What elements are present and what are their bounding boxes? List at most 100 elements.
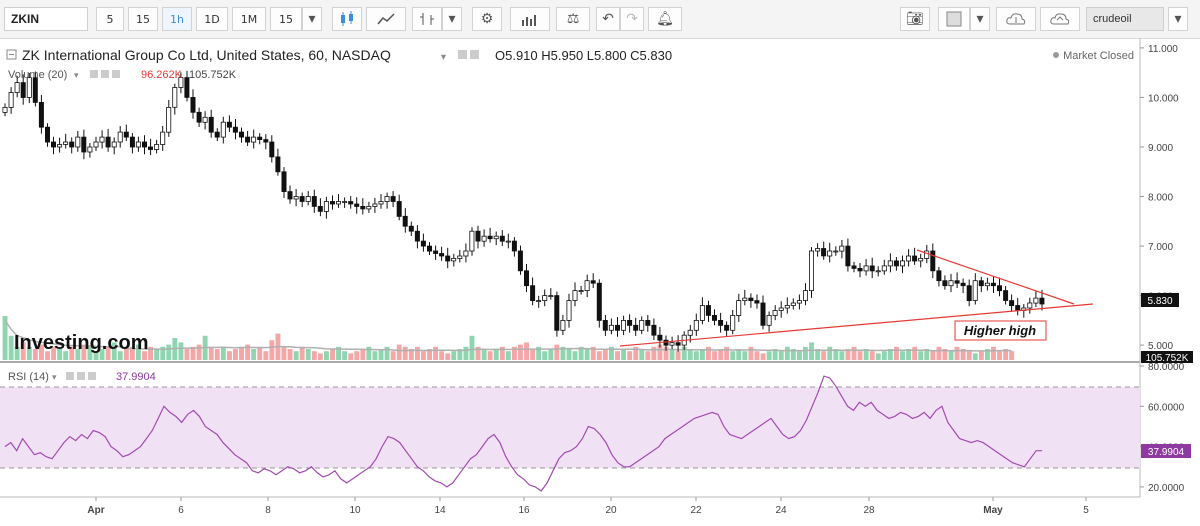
candle-body [833,250,839,253]
cloud-download-icon [1006,13,1026,25]
candle-body [663,339,669,346]
candle-body [1003,290,1009,301]
volume-bar [845,349,851,360]
volume-eye-icon[interactable] [90,70,98,78]
volume-bar [784,346,790,360]
volume-bar [2,316,8,360]
interval-1m-button[interactable]: 1M [232,7,266,31]
volume-bar [348,353,354,360]
candle-body [275,156,281,173]
investing-logo: Investing.com [14,332,148,354]
rsi-close-icon[interactable] [88,372,96,380]
title-chevron-icon[interactable]: ▾ [441,52,446,63]
volume-bar [875,353,881,360]
resistance-trendline[interactable] [916,249,1075,305]
redo-icon: ↷ [626,11,638,27]
indicators-button[interactable] [510,7,550,31]
rsi-eye-icon[interactable] [66,372,74,380]
volume-bar [815,349,821,360]
volume-settings-icon[interactable] [101,70,109,78]
candle-body [724,324,730,331]
color-dropdown-button[interactable]: ▾ [970,7,990,31]
candle-body [584,280,590,292]
candle-body [141,141,147,148]
annotation-box[interactable] [954,320,1047,341]
candle-body [542,295,548,302]
candle-body [45,126,51,143]
chart-svg[interactable]: Higher high 11.000 10.000 9.000 8.000 7.000 6… [0,38,1200,521]
interval-5m-button[interactable]: 5 [96,7,124,31]
volume-bar [675,351,681,360]
volume-label: Volume (20) [8,69,67,81]
support-trendline[interactable] [619,303,1094,347]
candle-body [111,141,117,148]
style-dropdown-button[interactable]: ▾ [442,7,462,31]
volume-bar [584,349,590,360]
bar-style-button[interactable] [412,7,442,31]
volume-bar [378,349,384,360]
volume-bar [924,349,930,360]
symbol-input[interactable]: ZKIN [4,7,88,31]
line-style-button[interactable] [366,7,406,31]
volume-bar [778,351,784,360]
load-layout-button[interactable] [996,7,1036,31]
candle-body [809,250,815,291]
interval-dropdown-button[interactable]: ▾ [302,7,322,31]
compare-button[interactable]: ⚖ [556,7,590,31]
candles-style-button[interactable] [332,7,362,31]
volume-bar [463,346,469,360]
rsi-settings-icon[interactable] [77,372,85,380]
volume-chevron-icon[interactable]: ▾ [74,70,79,80]
candle-body [863,265,869,272]
candle-body [924,250,930,259]
candle-body [857,267,863,272]
undo-button[interactable]: ↶ [596,7,620,31]
candle-body [378,201,384,205]
volume-bar [730,351,736,360]
candle-body [69,141,75,148]
volume-bar [239,346,244,360]
rsi-chevron-icon[interactable]: ▾ [52,372,57,382]
candle-body [633,324,639,331]
rsi-tick-label: 80.0000 [1148,362,1185,373]
settings-button[interactable]: ⚙ [472,7,502,31]
menu-button[interactable]: ▾ [1168,7,1188,31]
interval-15m-button[interactable]: 15 [128,7,158,31]
volume-bar [1003,349,1009,360]
candle-body [699,305,705,321]
x-tick-label: 28 [863,505,875,516]
volume-bars [2,316,1015,360]
title-close-icon[interactable] [470,50,479,59]
redo-button[interactable]: ↷ [620,7,644,31]
snapshot-button[interactable]: 📷︎ [900,7,930,31]
volume-bar [305,349,311,360]
volume-bar [445,353,451,360]
symbol-search-input[interactable]: crudeoil [1086,7,1164,31]
candle-body [32,77,38,103]
color-theme-button[interactable] [938,7,970,31]
x-tick-label: 10 [349,505,361,516]
candle-body [372,203,378,207]
collapse-icon[interactable] [6,49,17,60]
candle-body [851,265,857,269]
chart-area[interactable]: Higher high 11.000 10.000 9.000 8.000 7.000 6… [0,38,1200,521]
volume-bar [991,346,996,360]
volume-bar [14,346,20,360]
save-layout-button[interactable] [1040,7,1080,31]
candle-body [942,280,948,287]
candle-body [154,144,160,150]
title-settings-icon[interactable] [458,50,467,59]
candle-body [1027,302,1033,309]
interval-custom-button[interactable]: 15 [270,7,302,31]
volume-close-icon[interactable] [112,70,120,78]
undo-icon: ↶ [602,11,614,27]
interval-1d-button[interactable]: 1D [196,7,228,31]
candle-body [2,107,8,113]
candle-body [657,334,663,341]
volume-bar [912,346,918,360]
volume-bar [39,344,44,360]
interval-1h-button[interactable]: 1h [162,7,192,31]
alert-button[interactable]: 🔔︎ [648,7,682,31]
volume-bar [360,349,366,360]
candle-body [972,280,978,301]
